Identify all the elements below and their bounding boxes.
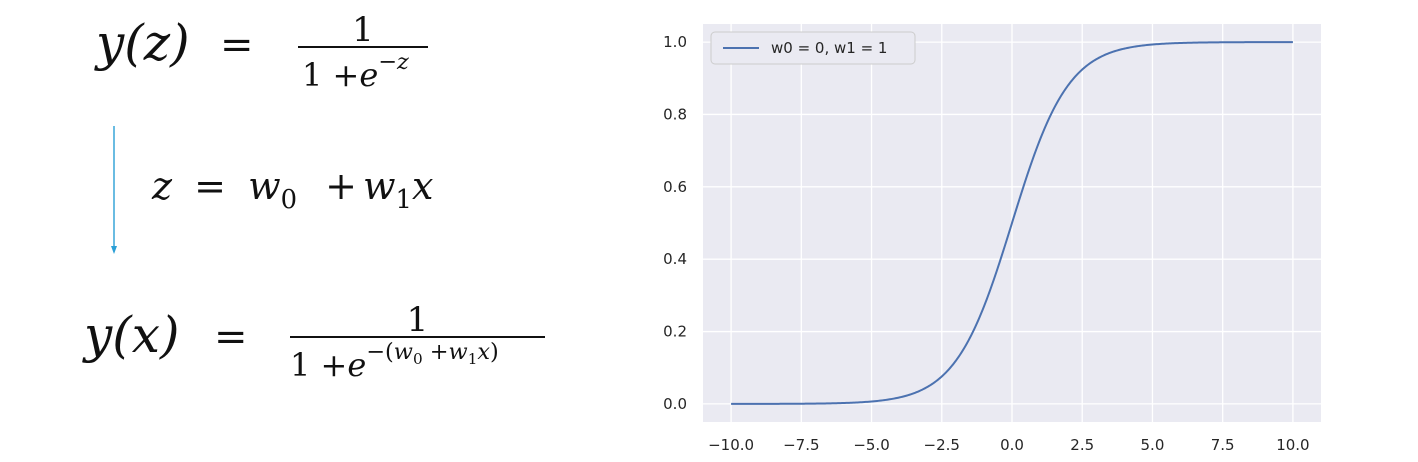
eq3-fraction-bar [290, 336, 545, 338]
x-tick-label: −2.5 [924, 436, 960, 454]
x-tick-label: 5.0 [1141, 436, 1165, 454]
eq1-equals: = [220, 22, 254, 68]
y-tick-label: 0.0 [663, 395, 687, 413]
down-arrow-icon [111, 126, 117, 254]
x-tick-label: 7.5 [1211, 436, 1235, 454]
series-line [731, 41, 1293, 405]
x-tick-label: 0.0 [1000, 436, 1024, 454]
eq3-denominator: 1 +e−(w0 +w1x) [290, 339, 499, 384]
y-tick-label: 0.2 [663, 323, 687, 341]
eq3-equals: = [214, 314, 248, 360]
x-tick-label: 2.5 [1070, 436, 1094, 454]
x-tick-labels: −10.0 −7.5 −5.0 −2.5 0.0 2.5 5.0 7.5 10.0 [708, 436, 1310, 454]
x-tick-label: −7.5 [783, 436, 819, 454]
y-tick-label: 1.0 [663, 33, 687, 51]
legend-box [710, 31, 916, 65]
eq3-numerator: 1 [406, 300, 429, 340]
legend-label: w0 = 0, w1 = 1 [771, 39, 887, 57]
y-tick-label: 0.6 [663, 178, 687, 196]
x-tick-label: 10.0 [1276, 436, 1309, 454]
sigmoid-chart: −10.0 −7.5 −5.0 −2.5 0.0 2.5 5.0 7.5 10.0 0.0 0.2… [663, 24, 1321, 454]
y-tick-labels: 0.0 0.2 0.4 0.6 0.8 1.0 [663, 33, 687, 413]
y-tick-label: 0.8 [663, 105, 687, 123]
x-tick-label: −10.0 [708, 436, 754, 454]
legend: w0 = 0, w1 = 1 [710, 31, 916, 65]
equation-linear: z = w0 + w1x [152, 164, 434, 216]
series-layer [731, 41, 1293, 405]
eq3-lhs: y(x) [84, 306, 180, 364]
x-tick-label: −5.0 [853, 436, 889, 454]
eq1-lhs: y(z) [96, 14, 190, 72]
eq1-fraction-bar [298, 46, 428, 48]
y-tick-label: 0.4 [663, 250, 687, 268]
eq1-denominator: 1 +e−z [302, 49, 409, 94]
eq1-numerator: 1 [352, 10, 374, 50]
